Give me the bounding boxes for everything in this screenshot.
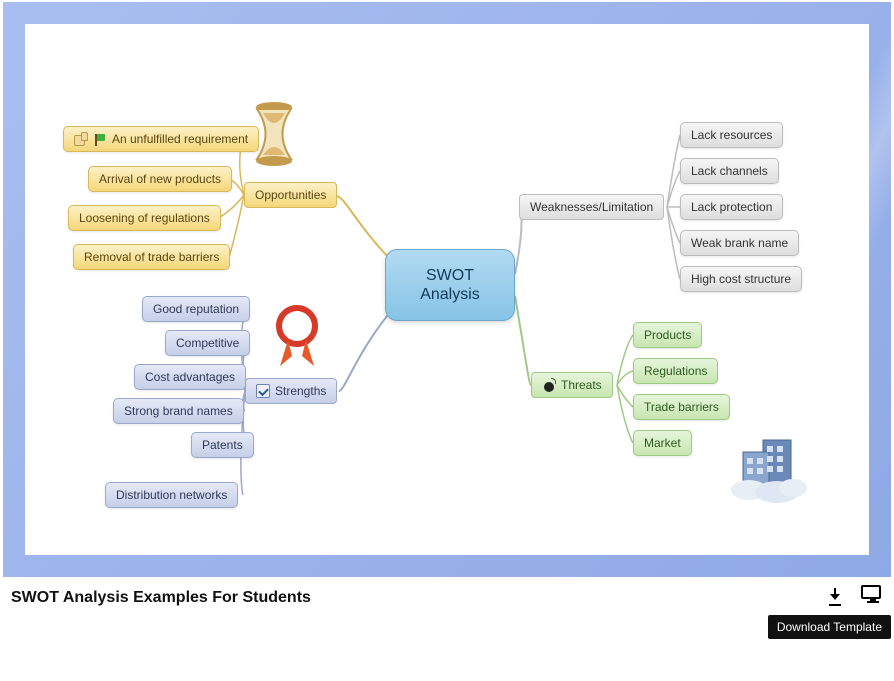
leaf-label: Products — [644, 328, 691, 342]
leaf-label: Removal of trade barriers — [84, 250, 219, 264]
branch-threats[interactable]: Threats — [531, 372, 613, 398]
leaf-opportunities-2[interactable]: Loosening of regulations — [68, 205, 221, 231]
leaf-label: Loosening of regulations — [79, 211, 210, 225]
branch-label: Opportunities — [255, 188, 326, 202]
leaf-threats-3[interactable]: Market — [633, 430, 692, 456]
branch-label: Threats — [561, 378, 602, 392]
leaf-label: Lack protection — [691, 200, 772, 214]
leaf-threats-2[interactable]: Trade barriers — [633, 394, 730, 420]
leaf-strengths-1[interactable]: Competitive — [165, 330, 250, 356]
leaf-weaknesses-2[interactable]: Lack protection — [680, 194, 783, 220]
leaf-label: Distribution networks — [116, 488, 227, 502]
leaf-strengths-2[interactable]: Cost advantages — [134, 364, 246, 390]
leaf-weaknesses-3[interactable]: Weak brank name — [680, 230, 799, 256]
leaf-weaknesses-1[interactable]: Lack channels — [680, 158, 779, 184]
leaf-strengths-5[interactable]: Distribution networks — [105, 482, 238, 508]
leaf-strengths-4[interactable]: Patents — [191, 432, 254, 458]
ribbon-icon — [270, 304, 324, 374]
tooltip-text: Download Template — [777, 620, 882, 634]
leaf-label: Arrival of new products — [99, 172, 221, 186]
leaf-label: Lack channels — [691, 164, 768, 178]
caption-title: SWOT Analysis Examples For Students — [11, 589, 311, 607]
leaf-label: Cost advantages — [145, 370, 235, 384]
leaf-label: Strong brand names — [124, 404, 233, 418]
leaf-label: Lack resources — [691, 128, 772, 142]
leaf-label: Weak brank name — [691, 236, 788, 250]
caption-icons — [825, 587, 883, 609]
building-icon — [725, 434, 809, 504]
caption-bar: SWOT Analysis Examples For Students Down… — [3, 587, 891, 609]
branch-strengths[interactable]: Strengths — [245, 378, 337, 404]
leaf-label: Competitive — [176, 336, 239, 350]
leaf-opportunities-0[interactable]: An unfulfilled requirement — [63, 126, 259, 152]
leaf-opportunities-3[interactable]: Removal of trade barriers — [73, 244, 230, 270]
leaf-opportunities-1[interactable]: Arrival of new products — [88, 166, 232, 192]
leaf-label: Market — [644, 436, 681, 450]
download-tooltip: Download Template — [768, 615, 891, 639]
check-icon — [256, 384, 270, 398]
leaf-weaknesses-0[interactable]: Lack resources — [680, 122, 783, 148]
leaf-threats-1[interactable]: Regulations — [633, 358, 718, 384]
bomb-icon — [542, 378, 556, 392]
leaf-label: Trade barriers — [644, 400, 719, 414]
leaf-strengths-3[interactable]: Strong brand names — [113, 398, 244, 424]
leaf-label: High cost structure — [691, 272, 791, 286]
center-node-label: SWOTAnalysis — [420, 266, 480, 304]
leaf-weaknesses-4[interactable]: High cost structure — [680, 266, 802, 292]
diagram-canvas: SWOTAnalysis Opportunities An unfulfille… — [25, 24, 869, 555]
leaf-threats-0[interactable]: Products — [633, 322, 702, 348]
flag-icon — [93, 132, 107, 146]
center-node[interactable]: SWOTAnalysis — [385, 249, 515, 321]
desktop-icon[interactable] — [861, 587, 883, 609]
hourglass-icon — [247, 99, 302, 169]
branch-weaknesses[interactable]: Weaknesses/Limitation — [519, 194, 664, 220]
leaf-label: Good reputation — [153, 302, 239, 316]
branch-label: Weaknesses/Limitation — [530, 200, 653, 214]
branch-label: Strengths — [275, 384, 326, 398]
diagram-frame: SWOTAnalysis Opportunities An unfulfille… — [3, 2, 891, 577]
download-icon[interactable] — [825, 587, 847, 609]
leaf-label: An unfulfilled requirement — [112, 132, 248, 146]
leaf-label: Patents — [202, 438, 243, 452]
branch-opportunities[interactable]: Opportunities — [244, 182, 337, 208]
leaf-label: Regulations — [644, 364, 707, 378]
thumb-icon — [74, 132, 88, 146]
leaf-strengths-0[interactable]: Good reputation — [142, 296, 250, 322]
